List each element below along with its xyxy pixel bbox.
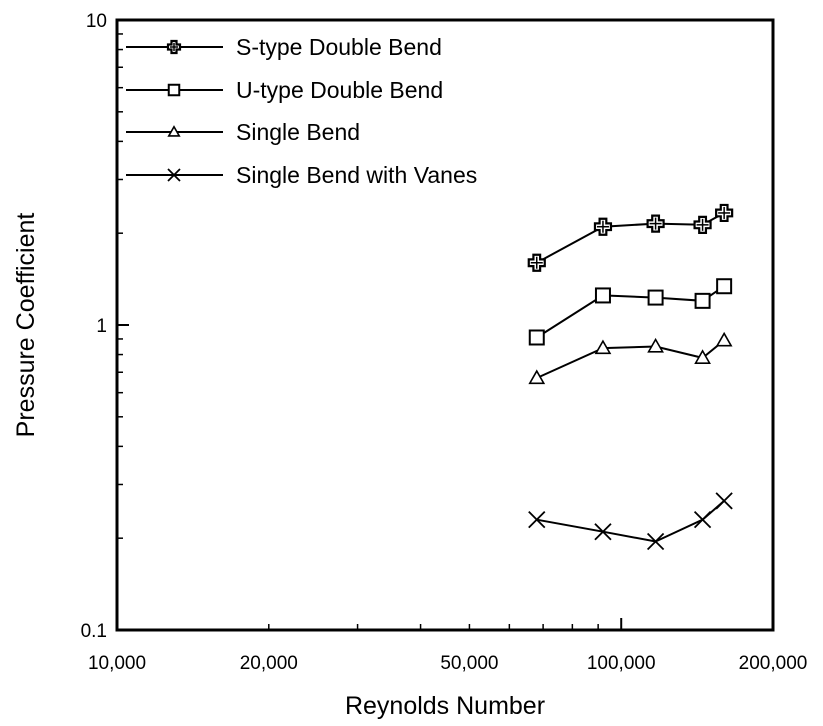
series-line: [536, 500, 725, 543]
data-point-x: [167, 168, 181, 182]
data-point-triangle: [528, 369, 546, 385]
y-axis-title: Pressure Coefficient: [12, 213, 40, 438]
data-point-x: [594, 523, 612, 541]
data-point-triangle: [167, 125, 181, 137]
x-axis-title: Reynolds Number: [345, 692, 545, 720]
series-layer: [527, 203, 734, 551]
series-line: [536, 339, 725, 379]
minor-ticks: [117, 33, 774, 630]
legend-item: Single Bend: [126, 119, 360, 145]
y-tick-label: 1: [96, 316, 107, 337]
series-square: [528, 278, 733, 346]
data-point-triangle: [647, 337, 664, 353]
series-triangle: [528, 331, 733, 385]
data-point-square: [528, 329, 545, 346]
data-point-triangle: [594, 339, 612, 355]
series-x: [528, 492, 733, 551]
legend-item: Single Bend with Vanes: [126, 162, 477, 188]
data-point-square: [647, 289, 664, 306]
legend-item: U-type Double Bend: [126, 77, 443, 103]
data-point-x: [646, 532, 665, 551]
x-tick-label: 200,000: [739, 653, 808, 674]
major-ticks: [116, 19, 623, 631]
x-tick-label: 20,000: [240, 653, 298, 674]
legend: S-type Double Bend U-type Double Bend Sing…: [126, 34, 477, 188]
data-point-triangle: [715, 331, 733, 347]
legend-label: Single Bend: [236, 119, 360, 145]
data-point-x: [528, 511, 546, 529]
data-point-square: [167, 83, 181, 97]
x-tick-label: 10,000: [88, 653, 146, 674]
data-point-square: [694, 292, 711, 309]
y-tick-label: 0.1: [81, 621, 107, 642]
x-tick-label: 100,000: [587, 653, 656, 674]
legend-label: S-type Double Bend: [236, 34, 442, 60]
y-tick-label: 10: [86, 11, 107, 32]
x-tick-label: 50,000: [440, 653, 498, 674]
legend-item: S-type Double Bend: [126, 34, 442, 60]
legend-label: U-type Double Bend: [236, 77, 443, 103]
data-point-triangle: [694, 349, 711, 364]
series-cross: [527, 203, 734, 272]
data-point-square: [594, 287, 611, 304]
data-point-x: [715, 492, 733, 510]
tick-labels: 10,000 20,000 50,000 100,000 200,000 0.1 1 10: [81, 11, 808, 674]
plot-area-frame: [115, 18, 775, 632]
legend-label: Single Bend with Vanes: [236, 162, 477, 188]
data-point-x: [693, 511, 712, 529]
data-point-square: [716, 278, 733, 295]
